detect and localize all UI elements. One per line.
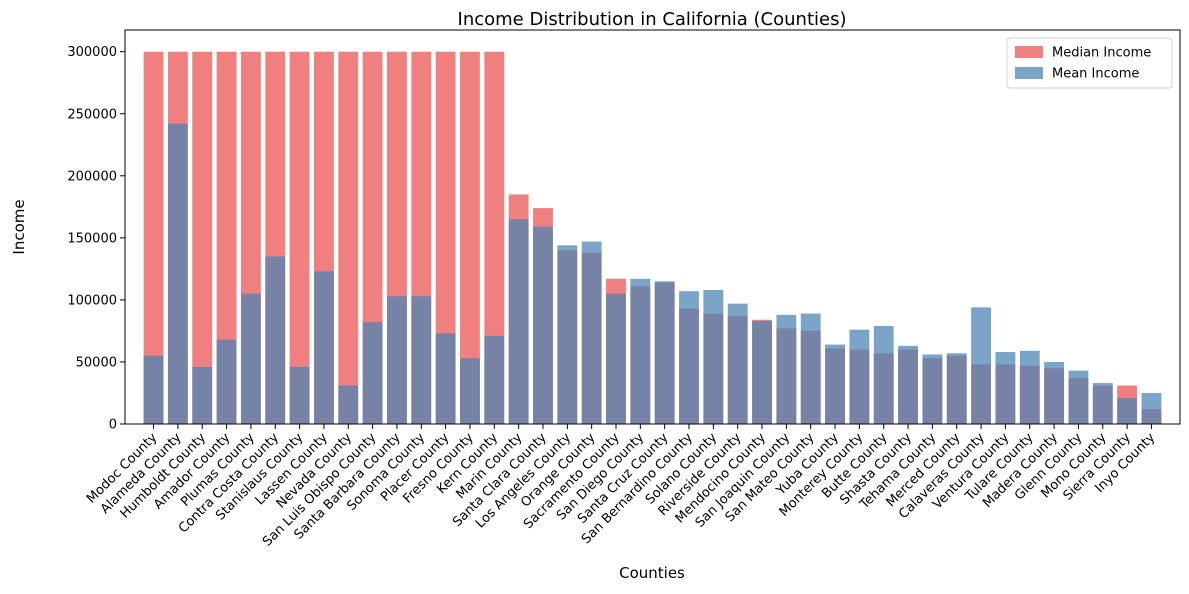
blue-bar: [338, 385, 359, 424]
blue-bar: [703, 289, 724, 424]
red-bar: [460, 51, 480, 425]
blue-bar: [435, 333, 456, 424]
blue-bar: [411, 296, 432, 424]
y-tick-label: 250000: [67, 107, 117, 122]
y-tick-label: 200000: [67, 169, 117, 184]
blue-bar: [654, 281, 675, 424]
y-axis-label: Income: [10, 199, 28, 254]
red-bar: [338, 51, 359, 425]
blue-bar: [776, 314, 797, 424]
blue-bar: [849, 329, 870, 424]
red-bar: [192, 51, 213, 425]
blue-bar: [1044, 361, 1065, 424]
y-tick-label: 0: [109, 418, 117, 433]
blue-bar: [557, 245, 578, 424]
blue-bar: [265, 256, 286, 424]
legend-label: Median Income: [1052, 46, 1151, 61]
y-tick-label: 100000: [67, 293, 117, 308]
blue-bar: [995, 352, 1016, 424]
blue-bar: [752, 321, 772, 424]
blue-bar: [825, 344, 845, 424]
blue-bar: [484, 335, 505, 424]
blue-bar: [1141, 392, 1162, 424]
legend-swatch: [1015, 67, 1043, 79]
red-bar: [435, 51, 456, 425]
blue-bar: [362, 322, 383, 424]
red-bar: [289, 51, 310, 425]
plot-frame: [124, 29, 1181, 425]
blue-bar: [143, 355, 164, 424]
blue-bar: [679, 291, 699, 424]
blue-bar: [1019, 350, 1040, 424]
y-tick-label: 150000: [67, 231, 117, 246]
blue-bar: [581, 241, 602, 424]
legend-box: [1006, 37, 1173, 89]
blue-bar: [192, 366, 213, 424]
y-tick-label: 300000: [67, 45, 117, 60]
blue-bar: [167, 123, 188, 424]
blue-bar: [533, 226, 553, 424]
blue-bar: [1092, 383, 1113, 424]
blue-bar: [898, 345, 918, 424]
blue-bar: [873, 325, 894, 424]
x-axis-label: Counties: [619, 564, 685, 582]
blue-bar: [800, 313, 821, 424]
y-tick-label: 50000: [76, 355, 117, 370]
blue-bar: [460, 358, 480, 424]
blue-bar: [1117, 397, 1138, 424]
blue-bar: [630, 278, 651, 424]
blue-bar: [727, 303, 748, 424]
blue-bar: [922, 354, 943, 424]
blue-bar: [216, 339, 237, 424]
blue-bar: [289, 366, 310, 424]
blue-bar: [946, 353, 967, 424]
legend-swatch: [1015, 46, 1043, 58]
blue-bar: [240, 293, 261, 424]
legend-label: Mean Income: [1052, 67, 1139, 82]
blue-bar: [508, 219, 529, 424]
red-bar: [484, 51, 505, 425]
red-bar: [143, 51, 164, 425]
blue-bar: [313, 271, 334, 424]
chart-title: Income Distribution in California (Count…: [458, 9, 847, 30]
red-bar: [216, 51, 237, 425]
blue-bar: [606, 293, 626, 424]
blue-bar: [971, 307, 992, 424]
blue-bar: [387, 296, 407, 424]
blue-bar: [1068, 370, 1089, 424]
